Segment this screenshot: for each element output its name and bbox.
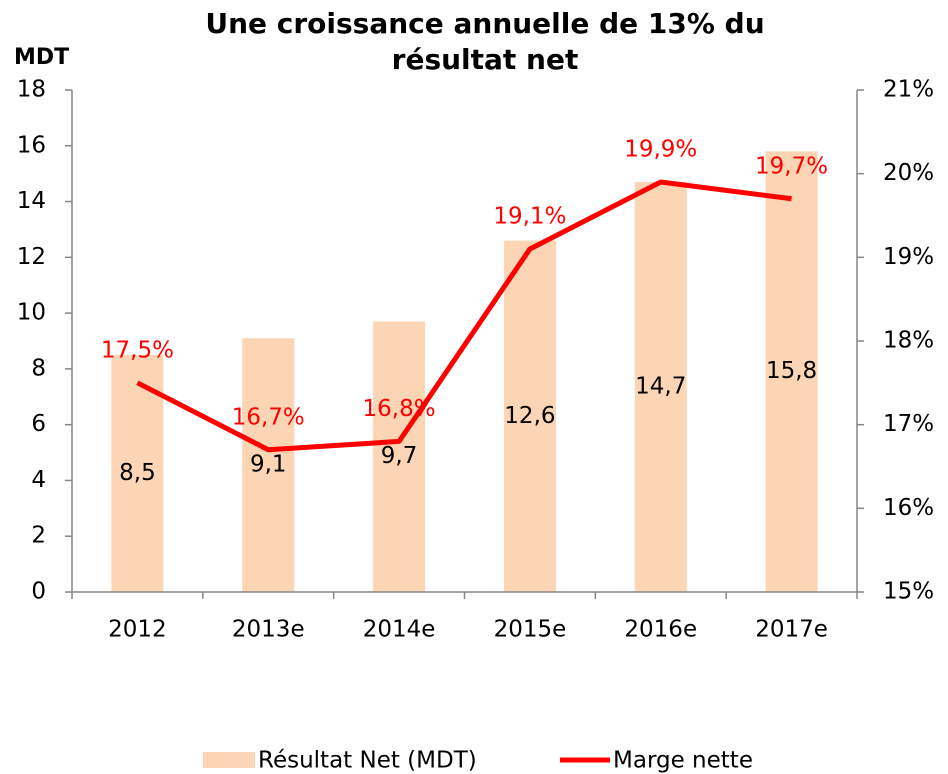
y2-tick-label: 18% bbox=[883, 328, 934, 354]
x-tick-label: 2015e bbox=[494, 617, 567, 643]
y2-tick-label: 19% bbox=[883, 244, 934, 270]
x-tick-label: 2014e bbox=[363, 617, 436, 643]
line bbox=[136, 179, 792, 453]
y-tick-label: 8 bbox=[31, 355, 46, 381]
legend-label: Marge nette bbox=[613, 748, 753, 774]
x-tick-label: 2012 bbox=[108, 617, 167, 643]
y-tick-label: 12 bbox=[17, 244, 46, 270]
bar-value-label: 8,5 bbox=[119, 460, 156, 486]
y-tick-label: 16 bbox=[17, 132, 46, 158]
line-value-label: 19,7% bbox=[755, 153, 828, 179]
y-tick-label: 18 bbox=[17, 77, 46, 103]
bar-value-label: 15,8 bbox=[766, 358, 817, 384]
line-value-label: 17,5% bbox=[101, 337, 174, 363]
bar-value-label: 12,6 bbox=[504, 403, 555, 429]
y-tick-label: 14 bbox=[17, 188, 46, 214]
y-tick-label: 10 bbox=[17, 300, 46, 326]
line-value-label: 19,1% bbox=[493, 203, 566, 229]
y-tick-label: 0 bbox=[31, 579, 46, 605]
y2-tick-label: 16% bbox=[883, 495, 934, 521]
y-tick-label: 6 bbox=[31, 411, 46, 437]
bar-value-label: 9,1 bbox=[250, 452, 287, 478]
y2-tick-label: 17% bbox=[883, 411, 934, 437]
bar bbox=[503, 240, 556, 592]
x-tick-label: 2013e bbox=[232, 617, 305, 643]
y2-tick-label: 20% bbox=[883, 160, 934, 186]
y-tick-label: 4 bbox=[31, 467, 46, 493]
bar bbox=[634, 182, 687, 593]
bar bbox=[242, 338, 295, 592]
line-value-label: 16,7% bbox=[232, 404, 305, 430]
line-value-label: 16,8% bbox=[363, 396, 436, 422]
bar-value-label: 14,7 bbox=[635, 374, 686, 400]
line-value-label: 19,9% bbox=[624, 137, 697, 163]
y-tick-label: 2 bbox=[31, 523, 46, 549]
bar bbox=[373, 321, 426, 592]
y-axis-label: MDT bbox=[14, 45, 69, 70]
legend-label: Résultat Net (MDT) bbox=[258, 748, 477, 774]
x-tick-label: 2016e bbox=[624, 617, 697, 643]
chart-title: Une croissance annuelle de 13% du résult… bbox=[205, 7, 765, 76]
x-tick-label: 2017e bbox=[755, 617, 828, 643]
y2-tick-label: 15% bbox=[883, 579, 934, 605]
bar bbox=[765, 151, 818, 592]
bar-value-label: 9,7 bbox=[381, 443, 418, 469]
y2-tick-label: 21% bbox=[883, 77, 934, 103]
legend-swatch bbox=[203, 752, 255, 768]
